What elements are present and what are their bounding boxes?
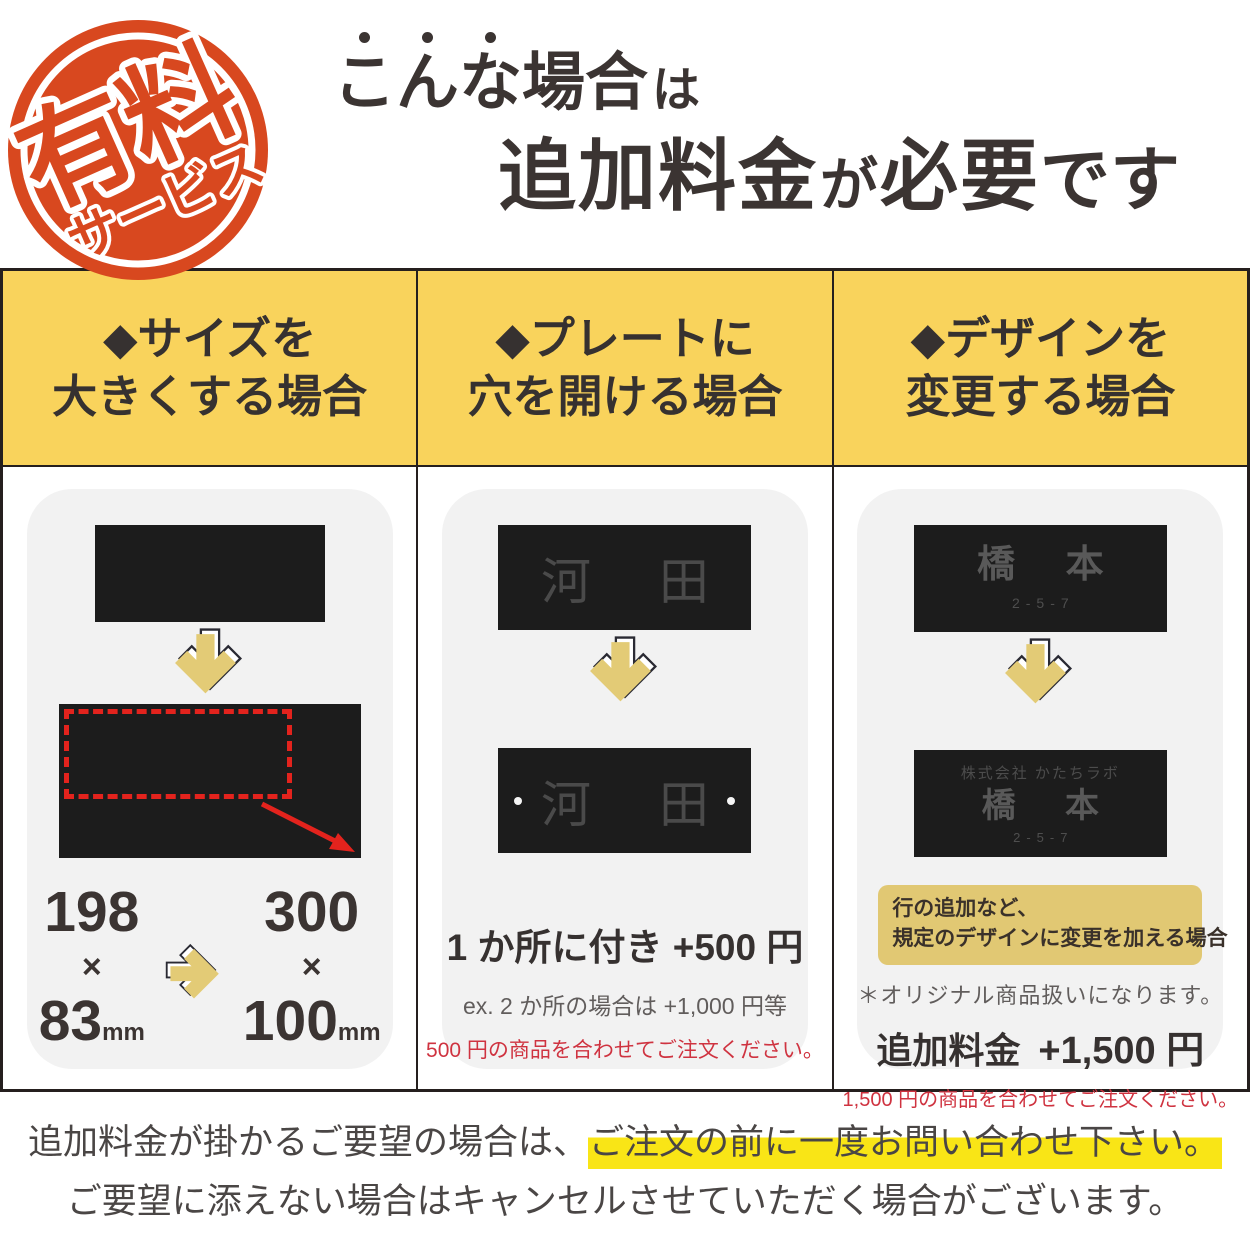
- plate-with-holes: 河 田: [498, 748, 752, 853]
- header-line: 変更する場合: [905, 371, 1176, 422]
- header-line: ◆サイズを: [103, 312, 317, 364]
- footer-line2: ご要望に添えない場合はキャンセルさせていただく場合がございます。: [66, 1182, 1184, 1221]
- column-size-header: ◆サイズを 大きくする場合: [3, 271, 417, 467]
- emphasis-dot: [485, 32, 496, 43]
- badge-stamp-icon: 有料 サービス: [0, 19, 277, 280]
- title-particle: が: [820, 153, 879, 218]
- footer-line1-normal: 追加料金が掛かるご要望の場合は、: [27, 1123, 588, 1162]
- holes-order-note: 500 円の商品を合わせてご注文ください。: [426, 1039, 824, 1062]
- column-holes-header: ◆プレートに 穴を開ける場合: [418, 271, 832, 467]
- expand-arrow-head: [328, 833, 355, 852]
- title-line1-main: 場合: [522, 48, 648, 118]
- plate-address: 2-5-7: [1011, 595, 1075, 611]
- illustration-panel-holes: 河 田 河 田 1 か所に付き +500 円 ex. 2 か所の場合は +1,0…: [426, 489, 824, 1069]
- title-suffix: です: [1040, 141, 1181, 219]
- times-symbol: ×: [81, 948, 102, 986]
- plate-design-after: 株式会社 かたちラボ 橋 本 2-5-7: [913, 750, 1167, 857]
- emphasis-dot: [359, 32, 370, 43]
- column-drill-holes: ◆プレートに 穴を開ける場合 河 田 河 田: [416, 271, 832, 1089]
- column-design-header: ◆デザインを 変更する場合: [833, 271, 1247, 467]
- plate-company: 株式会社 かたちラボ: [960, 765, 1120, 782]
- column-size-change: ◆サイズを 大きくする場合: [3, 271, 417, 1089]
- design-note: ＊オリジナル商品扱いになります。: [857, 982, 1224, 1008]
- drill-hole-left: [514, 796, 523, 805]
- title-line1-particle: は: [652, 64, 701, 117]
- design-order-note: 1,500 円の商品を合わせてご注文ください。: [842, 1088, 1239, 1111]
- header-line: ◆デザインを: [910, 312, 1171, 364]
- title-emphasized-text: こんな: [333, 32, 522, 115]
- emphasis-dot: [422, 32, 433, 43]
- illustration-panel-design: 橋 本 2-5-7 株式会社 かたちラボ 橋 本 2-5-7 行の追加など、: [843, 489, 1238, 1111]
- size-after-height: 100 mm: [242, 989, 381, 1053]
- size-comparison: 198 × 83 mm 300 × 100 mm: [39, 884, 381, 1050]
- design-price-value: +1,500 円: [1038, 1029, 1205, 1072]
- column-size-body: 198 × 83 mm 300 × 100 mm: [3, 467, 416, 1089]
- page-title: こんな 場合 は 追加料金 が 必要 です: [333, 32, 1180, 215]
- highlight-line: 規定のデザインに変更を加える場合: [892, 927, 1228, 951]
- original-size-outline: [63, 709, 292, 799]
- design-price-label: 追加料金: [876, 1029, 1021, 1071]
- plate-no-holes: 河 田: [498, 525, 752, 630]
- plate-name: 橋 本: [977, 544, 1124, 586]
- arrow-down-icon: [590, 636, 657, 702]
- badge-circle: [8, 20, 268, 280]
- header-line: 大きくする場合: [52, 371, 368, 422]
- arrow-right-icon: [165, 943, 219, 999]
- size-after: 300 × 100 mm: [243, 884, 381, 1050]
- arrow-gold-shape: [174, 634, 236, 694]
- title-line2: 追加料金 が 必要 です: [498, 137, 1180, 215]
- badge-ring: [20, 32, 256, 268]
- plate-design-before: 橋 本 2-5-7: [913, 525, 1167, 632]
- emphasis-dots: [333, 32, 522, 43]
- expand-arrow-line: [260, 801, 338, 845]
- arrow-down-icon: [174, 628, 242, 694]
- size-after-width: 300: [264, 880, 360, 944]
- drill-hole-right: [727, 796, 736, 805]
- size-before-height: 83 mm: [38, 989, 145, 1053]
- cases-table: ◆サイズを 大きくする場合: [0, 268, 1250, 1111]
- column-design-change: ◆デザインを 変更する場合 橋 本 2-5-7 株式会社 かたちラボ 橋 本: [831, 271, 1247, 1111]
- title-line1: こんな 場合 は: [333, 32, 1180, 118]
- footer-line1-highlighted: ご注文の前に一度お問い合わせ下さい。: [588, 1123, 1223, 1169]
- arrow-gold-shape: [170, 948, 219, 999]
- size-unit: mm: [337, 1019, 381, 1046]
- expand-arrow-icon: [260, 801, 355, 852]
- design-case-highlight: 行の追加など、 規定のデザインに変更を加える場合: [878, 885, 1228, 965]
- design-price: 追加料金 +1,500 円: [876, 1019, 1204, 1074]
- header-line: 穴を開ける場合: [467, 371, 783, 422]
- holes-price: 1 か所に付き +500 円: [446, 927, 804, 968]
- arrow-gold-shape: [1005, 644, 1067, 704]
- plate-engraved-name: 河 田: [541, 552, 735, 611]
- column-design-body: 橋 本 2-5-7 株式会社 かたちラボ 橋 本 2-5-7 行の追加など、: [834, 467, 1247, 1111]
- highlight-line: 行の追加など、: [892, 897, 1039, 920]
- arrow-gold-shape: [590, 642, 651, 702]
- title-required: 必要: [880, 132, 1041, 220]
- size-before-width: 198: [44, 880, 140, 944]
- holes-price-example: ex. 2 か所の場合は +1,000 円等: [462, 993, 787, 1019]
- header-line: ◆プレートに: [495, 312, 755, 364]
- plate-address: 2-5-7: [1013, 830, 1074, 845]
- size-before: 198 × 83 mm: [39, 884, 145, 1050]
- plate-name: 橋 本: [981, 787, 1120, 825]
- plate-large-after: [58, 704, 361, 858]
- column-holes-body: 河 田 河 田 1 か所に付き +500 円 ex. 2 か所の場合は +1,0…: [418, 467, 831, 1089]
- times-symbol: ×: [301, 948, 322, 986]
- title-extra-fee: 追加料金: [498, 132, 819, 220]
- illustration-panel-size: 198 × 83 mm 300 × 100 mm: [26, 489, 393, 1069]
- size-unit: mm: [102, 1019, 145, 1046]
- footer-notice: 追加料金が掛かるご要望の場合は、ご注文の前に一度お問い合わせ下さい。 ご要望に添…: [0, 1095, 1250, 1250]
- arrow-down-icon: [1005, 638, 1073, 704]
- plate-engraved-name: 河 田: [541, 775, 735, 834]
- plate-small-before: [94, 525, 325, 622]
- footer-line1: 追加料金が掛かるご要望の場合は、ご注文の前に一度お問い合わせ下さい。: [27, 1122, 1223, 1169]
- paid-service-badge: 有料 サービス: [0, 19, 277, 280]
